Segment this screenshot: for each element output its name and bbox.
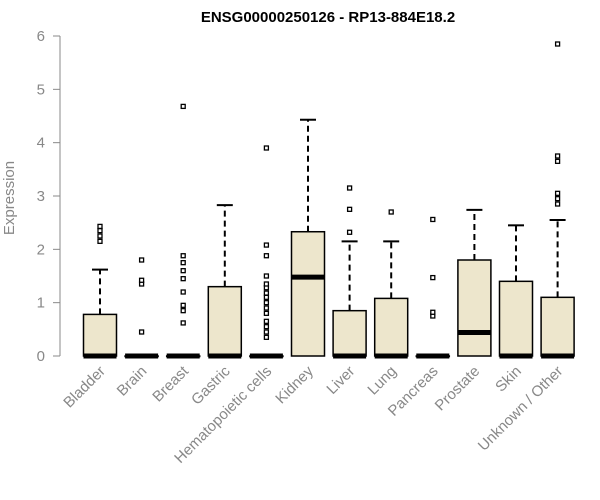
outlier-point (180, 103, 186, 110)
x-tick-label: Brain (114, 363, 151, 400)
y-tick-label: 6 (37, 28, 45, 45)
box-series (82, 41, 575, 359)
box-rect (207, 285, 243, 357)
box-prostate (457, 208, 492, 357)
box-rect (332, 309, 367, 357)
outlier-point (430, 216, 436, 223)
x-tick-label: Skin (492, 363, 525, 396)
box-rect (540, 296, 575, 357)
outlier-point (263, 145, 270, 151)
x-tick-label: Liver (323, 363, 358, 398)
outlier-point (180, 268, 186, 274)
box-bladder (82, 223, 118, 359)
box-brain (124, 257, 159, 359)
outlier-point (263, 253, 270, 259)
y-axis: 0 1 2 3 4 5 6 (37, 28, 61, 365)
outlier-point (138, 329, 145, 335)
outlier-point (180, 289, 186, 295)
outlier-point (554, 153, 561, 159)
outlier-point (554, 158, 561, 164)
outlier-point (180, 302, 186, 308)
box-rect (498, 280, 534, 357)
outlier-point (388, 209, 394, 215)
outlier-point (97, 228, 103, 234)
outlier-point (138, 257, 145, 263)
y-tick-label: 3 (37, 188, 45, 205)
box-hematopoietic-cells (249, 145, 284, 359)
chart-title: ENSG00000250126 - RP13-884E18.2 (201, 9, 455, 26)
outlier-point (554, 196, 561, 202)
outlier-point (138, 277, 145, 283)
outlier-point (263, 324, 270, 330)
box-rect (373, 297, 409, 357)
y-tick-label: 4 (37, 135, 45, 152)
outlier-point (554, 41, 561, 47)
outlier-point (180, 276, 186, 282)
outlier-point (430, 309, 436, 315)
outlier-point (346, 206, 353, 212)
box-breast (165, 103, 201, 359)
outlier-point (180, 260, 186, 266)
outlier-point (97, 233, 103, 239)
box-pancreas (415, 216, 451, 359)
outlier-point (346, 229, 353, 235)
outlier-point (263, 294, 270, 300)
outlier-point (554, 201, 561, 207)
outlier-point (346, 185, 353, 191)
outlier-point (180, 308, 186, 314)
outlier-point (97, 223, 103, 230)
outlier-point (263, 329, 270, 335)
box-gastric (207, 204, 243, 359)
x-tick-label: Breast (149, 362, 192, 405)
outlier-point (263, 305, 270, 311)
box-skin (498, 224, 534, 359)
outlier-point (263, 310, 270, 316)
y-axis-label: Expression (1, 161, 18, 235)
x-tick-label: Kidney (272, 362, 317, 407)
outlier-point (263, 281, 270, 287)
y-tick-label: 5 (37, 81, 45, 98)
x-tick-label: Lung (364, 363, 400, 399)
box-kidney (290, 118, 326, 357)
box-rect (290, 230, 326, 357)
y-tick-label: 2 (37, 241, 45, 258)
x-tick-label: Bladder (60, 363, 109, 412)
outlier-point (180, 253, 186, 259)
outlier-point (97, 238, 103, 244)
outlier-point (263, 300, 270, 306)
outlier-point (263, 290, 270, 296)
x-tick-label: Prostate (432, 363, 484, 415)
outlier-point (430, 274, 436, 281)
box-unknown-other (540, 41, 575, 359)
y-tick-label: 1 (37, 295, 45, 312)
box-lung (373, 209, 409, 359)
box-liver (332, 185, 367, 359)
outlier-point (263, 318, 270, 324)
outlier-point (263, 273, 270, 279)
box-rect (82, 313, 118, 357)
box-rect (457, 259, 492, 357)
outlier-point (263, 242, 270, 248)
outlier-point (554, 190, 561, 196)
outlier-point (263, 334, 270, 340)
y-tick-label: 0 (37, 348, 45, 365)
outlier-point (180, 320, 186, 326)
